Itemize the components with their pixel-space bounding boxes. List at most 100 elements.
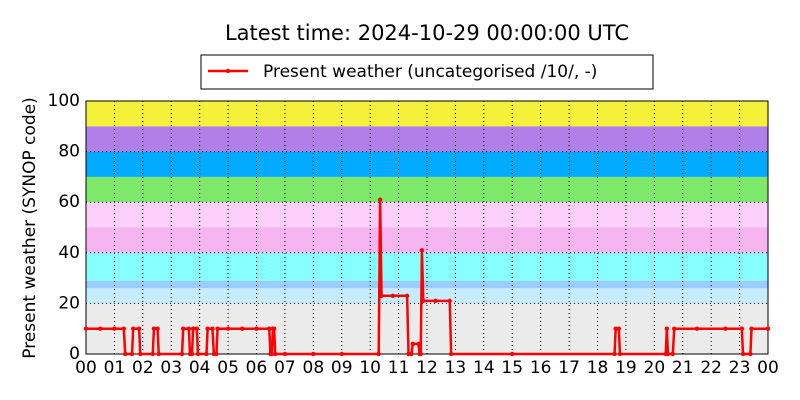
data-point [410,341,415,347]
x-tick-label: 13 [445,358,467,378]
data-point [267,326,272,331]
data-point [240,326,245,331]
data-point [205,326,210,331]
legend-marker [225,68,231,74]
x-tick-label: 21 [672,358,694,378]
data-point [723,326,728,331]
data-point [121,326,126,331]
data-point [151,326,157,331]
data-point [214,351,219,357]
band [86,280,768,289]
y-tick-label: 40 [58,243,80,263]
data-point [739,326,745,331]
data-point [225,326,231,331]
data-point [765,326,771,331]
y-axis-label: Present weather (SYNOP code) [20,97,40,358]
data-point [448,351,454,357]
data-point [180,326,186,331]
data-point [204,351,209,357]
data-point [665,351,671,357]
x-tick-label: 00 [757,358,779,378]
y-tick-label: 0 [69,344,80,364]
data-point [156,351,161,357]
data-point [83,326,89,331]
x-tick-label: 14 [473,358,495,378]
y-tick-label: 60 [58,192,80,212]
data-point [416,341,421,347]
data-point [447,298,452,304]
band [86,151,768,177]
x-tick-label: 00 [75,358,97,378]
x-tick-label: 15 [501,358,523,378]
data-point [269,351,275,357]
data-point [155,326,160,331]
data-point [612,351,617,357]
data-point [404,293,410,299]
data-point [672,326,677,331]
data-point [377,197,383,202]
x-tick-label: 01 [104,358,126,378]
data-point [670,351,676,357]
data-point [123,351,128,357]
band [86,252,768,281]
x-tick-label: 20 [644,358,666,378]
x-tick-label: 10 [359,358,381,378]
data-point [190,326,196,331]
x-tick-label: 22 [700,358,722,378]
data-point [179,351,185,357]
data-point [379,293,384,299]
data-point [311,351,316,357]
data-line [86,198,768,356]
data-point [617,351,623,357]
x-tick-label: 18 [587,358,609,378]
data-point [136,326,142,331]
data-point [210,326,215,331]
data-point [138,351,143,357]
data-point [194,326,200,331]
data-point [129,351,135,357]
data-point [694,326,700,331]
legend-box [200,54,654,90]
data-point [616,326,622,331]
data-point [510,351,515,357]
data-point [433,298,438,304]
data-point [418,351,423,357]
data-point [740,351,746,357]
x-tick-label: 03 [160,358,182,378]
data-point [195,351,201,357]
data-point [613,326,618,331]
data-point [98,326,103,331]
x-tick-label: 23 [729,358,751,378]
x-tick-label: 08 [303,358,325,378]
legend-label: Present weather (uncategorised /10/, -) [263,62,597,82]
data-point [409,351,414,357]
data-point [254,326,259,331]
data-point [376,351,381,357]
x-tick-label: 09 [331,358,353,378]
y-tick-label: 20 [58,293,80,313]
data-point [748,351,753,357]
chart-title: Latest time: 2024-10-29 00:00:00 UTC [225,21,629,45]
data-point [419,248,425,253]
data-point [664,326,670,331]
x-tick-label: 02 [132,358,154,378]
data-point [130,326,136,331]
band [86,202,768,228]
data-point [271,326,277,331]
x-tick-label: 04 [189,358,211,378]
x-tick-label: 16 [530,358,552,378]
band [86,126,768,152]
band [86,227,768,253]
x-tick-label: 12 [416,358,438,378]
data-point [749,326,754,331]
band [86,288,768,304]
data-point [339,351,344,357]
x-tick-label: 06 [246,358,268,378]
data-point [390,293,396,299]
data-point [150,351,155,357]
x-tick-label: 17 [558,358,580,378]
data-point [282,351,288,357]
x-tick-label: 05 [217,358,239,378]
data-point [112,326,117,331]
